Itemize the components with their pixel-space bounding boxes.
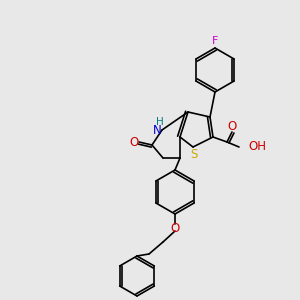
Text: F: F: [212, 36, 218, 46]
Text: O: O: [227, 121, 237, 134]
Text: O: O: [129, 136, 139, 148]
Text: H: H: [156, 117, 164, 127]
Text: N: N: [153, 124, 161, 136]
Text: S: S: [190, 148, 198, 160]
Text: O: O: [170, 223, 180, 236]
Text: OH: OH: [248, 140, 266, 154]
